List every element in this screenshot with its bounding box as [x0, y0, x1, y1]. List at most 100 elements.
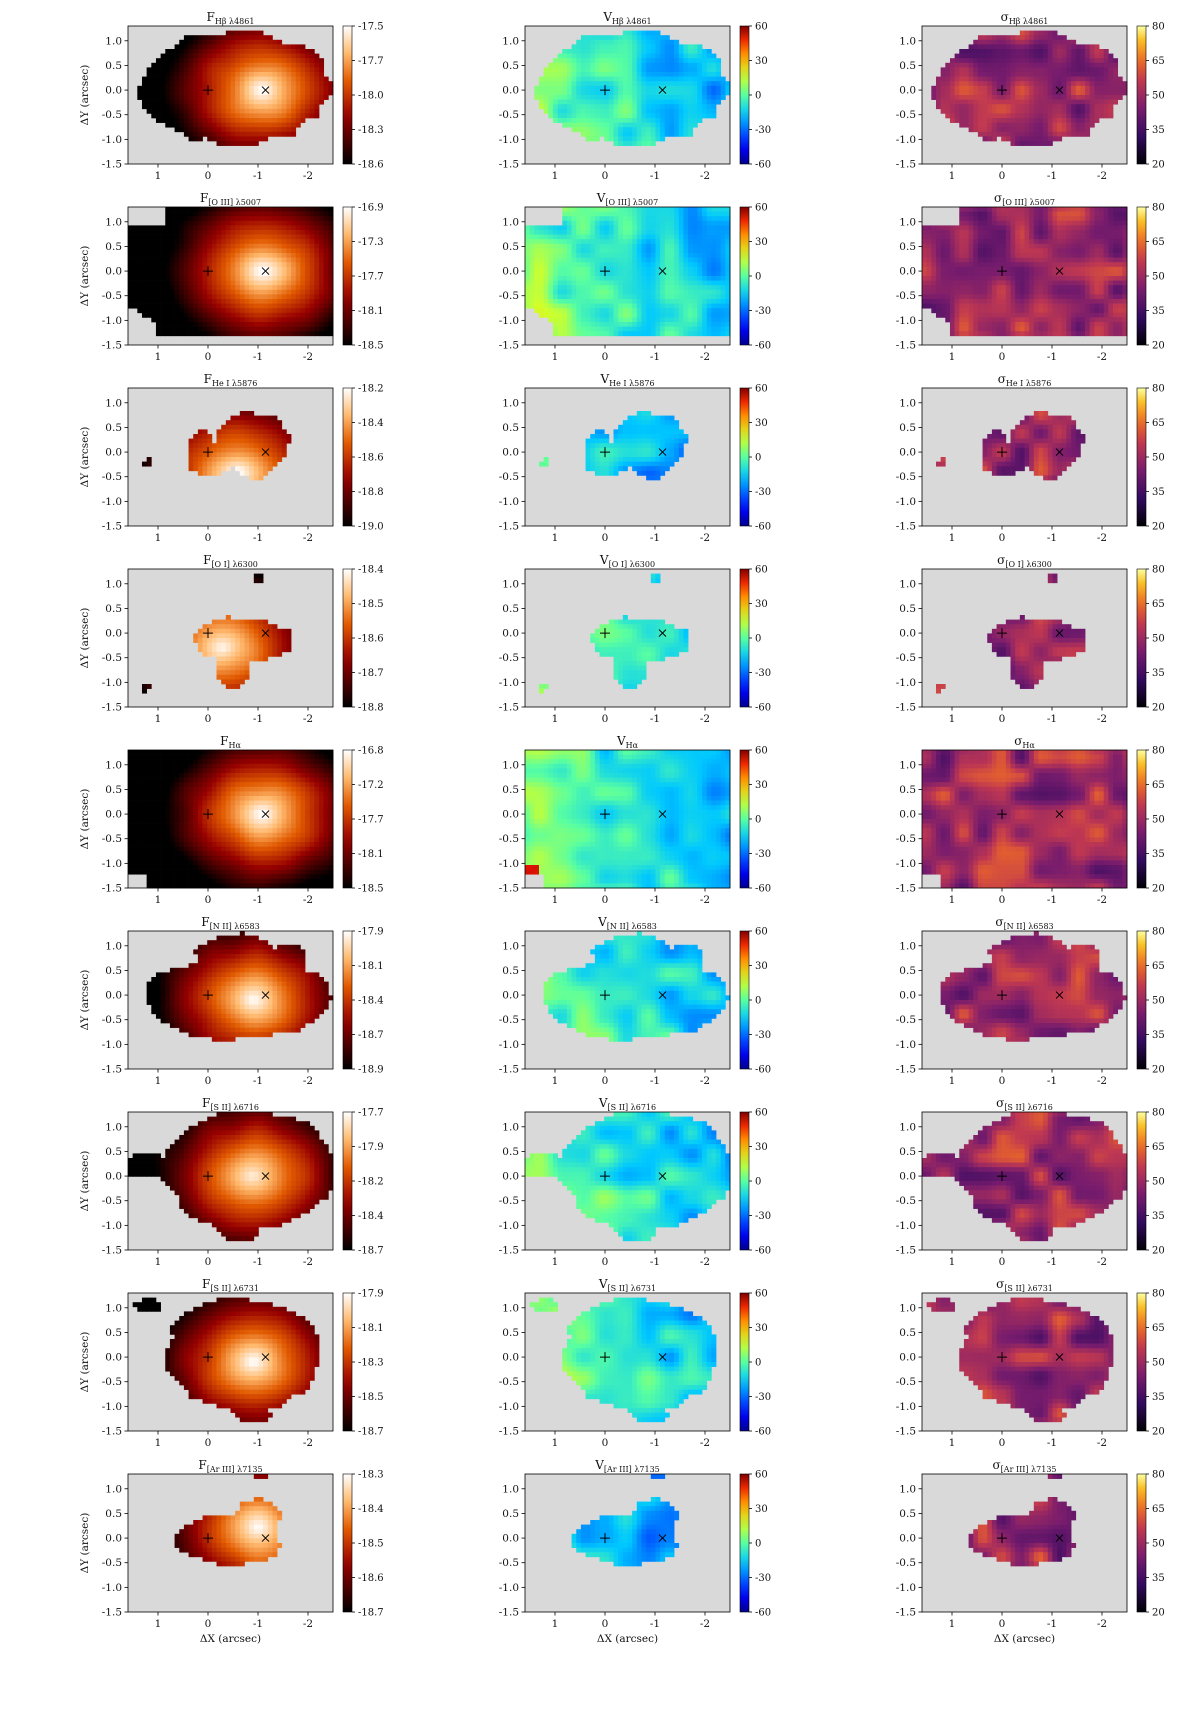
heatmap-cell: [683, 326, 689, 332]
heatmap-cell: [1047, 141, 1053, 146]
heatmap-cell: [216, 72, 222, 77]
heatmap-cell: [1024, 216, 1030, 222]
heatmap-cell: [688, 211, 694, 217]
heatmap-cell: [202, 216, 208, 222]
heatmap-cell: [562, 294, 568, 300]
heatmap-cell: [272, 53, 278, 59]
heatmap-cell: [160, 257, 166, 263]
heatmap-cell: [174, 248, 180, 254]
heatmap-cell: [552, 99, 558, 105]
heatmap-cell: [1103, 104, 1109, 110]
heatmap-cell: [281, 308, 287, 314]
heatmap-cell: [571, 113, 577, 119]
heatmap-cell: [646, 216, 652, 222]
heatmap-cell: [683, 220, 689, 226]
heatmap-cell: [202, 257, 208, 263]
heatmap-cell: [706, 271, 712, 277]
heatmap-cell: [197, 207, 203, 212]
heatmap-cell: [1005, 113, 1011, 119]
heatmap-cell: [1010, 113, 1016, 119]
heatmap-cell: [193, 35, 199, 41]
heatmap-cell: [1052, 216, 1058, 222]
heatmap-cell: [272, 81, 278, 87]
heatmap-cell: [235, 262, 241, 268]
heatmap-cell: [244, 90, 250, 96]
heatmap-cell: [314, 331, 320, 337]
heatmap-cell: [239, 299, 245, 304]
heatmap-cell: [277, 131, 283, 137]
heatmap-cell: [599, 72, 605, 77]
heatmap-cell: [1075, 113, 1081, 119]
heatmap-cell: [197, 131, 203, 137]
heatmap-cell: [179, 85, 185, 91]
heatmap-cell: [538, 85, 544, 91]
heatmap-cell: [151, 299, 157, 304]
heatmap-cell: [202, 243, 208, 249]
heatmap-cell: [716, 266, 722, 272]
heatmap-cell: [655, 58, 661, 64]
heatmap-cell: [566, 118, 572, 123]
y-tick-label: 1.0: [899, 35, 916, 47]
heatmap-cell: [160, 95, 166, 100]
heatmap-cell: [622, 225, 628, 231]
heatmap-cell: [309, 317, 315, 323]
heatmap-cell: [646, 49, 652, 54]
heatmap-cell: [141, 312, 147, 318]
heatmap-cell: [174, 90, 180, 96]
heatmap-cell: [674, 262, 680, 268]
heatmap-cell: [580, 322, 586, 327]
heatmap-cell: [286, 67, 292, 73]
heatmap-cell: [277, 266, 283, 272]
heatmap-cell: [323, 239, 329, 245]
heatmap-cell: [622, 85, 628, 91]
heatmap-cell: [576, 220, 582, 226]
heatmap-cell: [627, 62, 633, 68]
heatmap-cell: [1075, 99, 1081, 105]
heatmap-cell: [328, 239, 334, 245]
heatmap-cell: [571, 266, 577, 272]
heatmap-cell: [277, 225, 283, 231]
heatmap-cell: [1005, 95, 1011, 100]
heatmap-cell: [641, 243, 647, 249]
heatmap-cell: [702, 262, 708, 268]
heatmap-cell: [1080, 113, 1086, 119]
heatmap-cell: [300, 322, 306, 327]
heatmap-cell: [221, 326, 227, 332]
heatmap-cell: [650, 262, 656, 268]
heatmap-cell: [137, 239, 143, 245]
heatmap-cell: [1066, 95, 1072, 100]
heatmap-cell: [197, 230, 203, 235]
heatmap-cell: [1089, 44, 1095, 50]
heatmap-cell: [959, 85, 965, 91]
heatmap-cell: [538, 312, 544, 318]
heatmap-cell: [207, 230, 213, 235]
heatmap-cell: [580, 53, 586, 59]
heatmap-cell: [576, 326, 582, 332]
heatmap-cell: [576, 67, 582, 73]
heatmap-cell: [179, 90, 185, 96]
heatmap-cell: [571, 44, 577, 50]
heatmap-cell: [1113, 67, 1119, 73]
heatmap-cell: [711, 322, 717, 327]
heatmap-cell: [1094, 81, 1100, 87]
heatmap-cell: [576, 294, 582, 300]
heatmap-cells: [922, 207, 1128, 337]
heatmap-cell: [669, 62, 675, 68]
heatmap-cell: [258, 58, 264, 64]
heatmap-cell: [996, 72, 1002, 77]
heatmap-cell: [1108, 95, 1114, 100]
heatmap-cell: [202, 104, 208, 110]
heatmap-cell: [249, 35, 255, 41]
heatmap-cell: [1015, 113, 1021, 119]
heatmap-cell: [258, 216, 264, 222]
heatmap-cell: [235, 104, 241, 110]
heatmap-cell: [641, 257, 647, 263]
heatmap-cell: [982, 62, 988, 68]
heatmap-cell: [1019, 127, 1025, 133]
heatmap-cell: [622, 39, 628, 45]
heatmap-cell: [1029, 118, 1035, 123]
heatmap-cell: [1010, 90, 1016, 96]
heatmap-cell: [650, 331, 656, 337]
heatmap-cell: [650, 276, 656, 281]
heatmap-cell: [249, 207, 255, 212]
